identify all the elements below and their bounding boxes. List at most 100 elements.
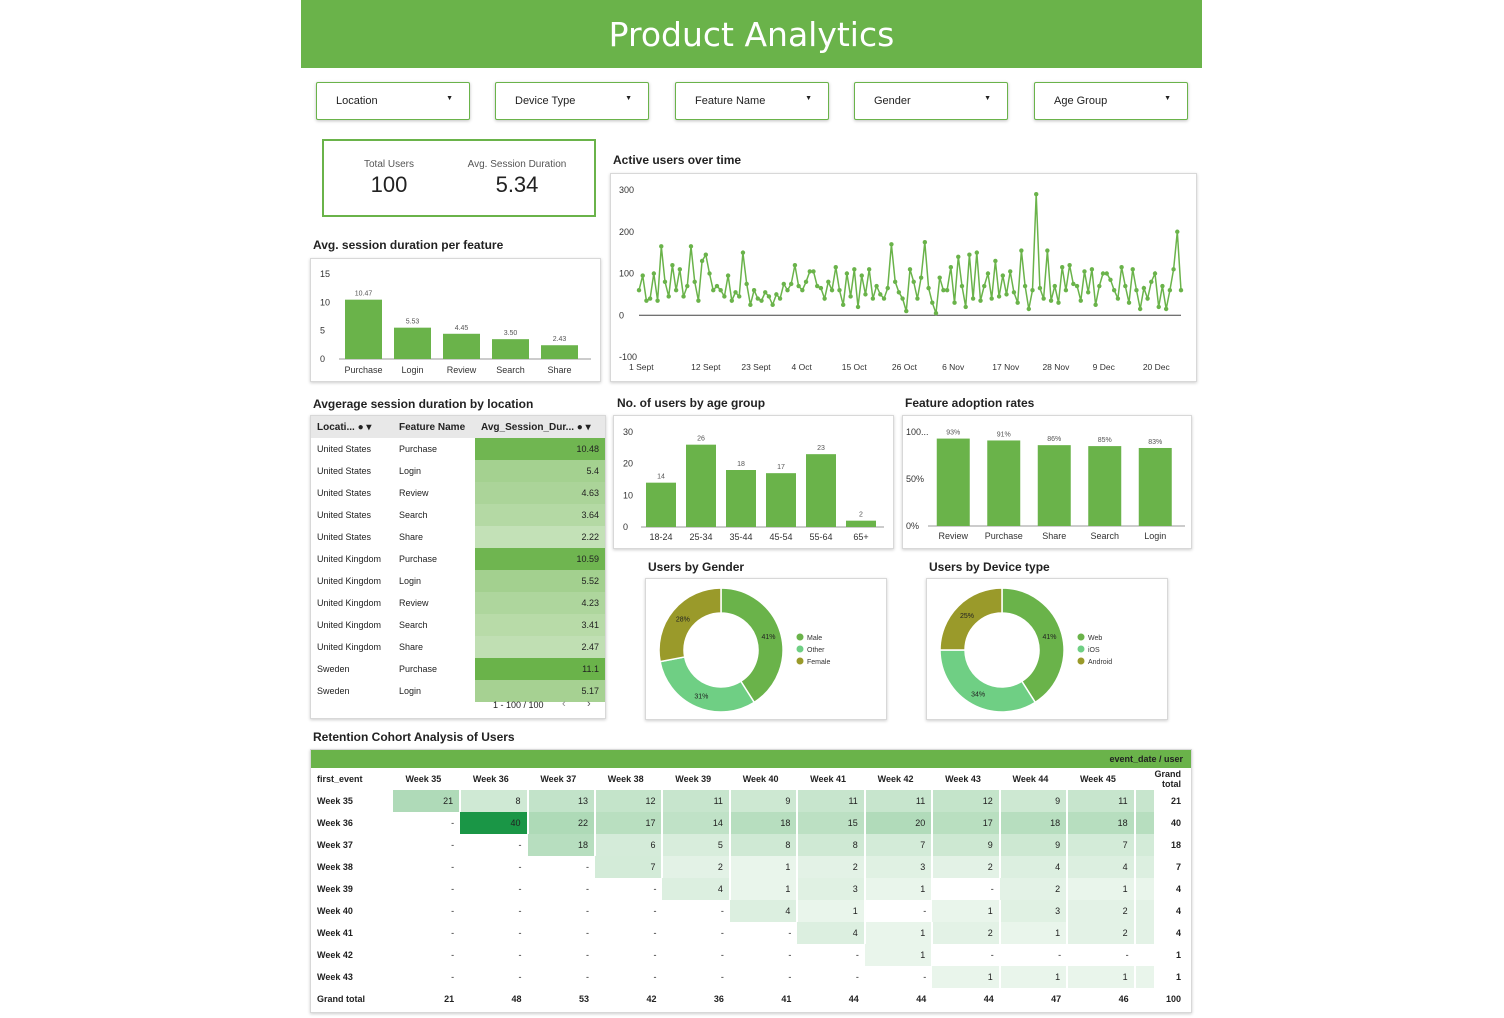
cohort-row[interactable]: Week 40- - - - -4 1-1 3 2 4 [311,900,1191,922]
data-point [833,265,838,270]
y-tick-label: -100 [619,352,637,362]
location-cell: United Kingdom [317,642,382,652]
table-row[interactable]: United Kingdom Login 5.52 [311,570,605,592]
data-point [881,296,887,301]
x-tick-label: 9 Dec [1093,362,1116,372]
cohort-row[interactable]: Week 35 21 8 13 12 11 9 11 11 12 9 11 21 [311,790,1191,812]
table-row[interactable]: United Kingdom Share 2.47 [311,636,605,658]
x-tick-label: Share [547,365,571,375]
y-tick-label: 0% [906,521,919,531]
cohort-cell: 1 [864,878,934,900]
table-title-retention: Retention Cohort Analysis of Users [313,730,515,744]
cohort-cell-overflow [1134,922,1155,944]
feature-cell: Login [399,576,422,586]
cohort-row[interactable]: Week 38- - -7 2 1 2 3 2 4 4 7 [311,856,1191,878]
data-point [777,296,783,301]
cohort-row[interactable]: Week 41- - - - - -4 1 2 1 2 4 [311,922,1191,944]
cohort-row[interactable]: Week 39- - - -4 1 3 1-2 1 4 [311,878,1191,900]
location-table: Locati... ● ▾ Feature Name Avg_Session_D… [311,416,605,702]
cohort-row[interactable]: Week 36-40 22 17 14 18 15 20 17 18 18 40 [311,812,1191,834]
cohort-cell: 1 [729,856,799,878]
column-header-avg-session[interactable]: Avg_Session_Dur... ● ▾ [475,416,605,438]
grand-total-overall: 100 [1165,994,1181,1004]
data-point [941,288,946,293]
table-row[interactable]: Sweden Login 5.17 [311,680,605,702]
table-row[interactable]: United Kingdom Review 4.23 [311,592,605,614]
data-point [818,285,824,291]
data-point [904,308,909,314]
cohort-cell: 1 [932,900,1001,922]
avg-session-cell: 10.59 [475,548,605,570]
column-header: Week 42 [877,774,914,784]
avg-session-cell: 2.22 [475,526,605,548]
cohort-row-label: Week 40 [317,906,353,916]
table-row[interactable]: United States Purchase 10.48 [311,438,605,460]
filter-device-type[interactable]: Device Type ▼ [495,82,649,120]
data-point [1137,306,1143,312]
data-point [963,304,968,310]
previous-page-icon[interactable]: ‹ [562,698,566,710]
column-header-grand-total: Grand total [1154,769,1181,789]
cohort-row[interactable]: Week 42- - - - - - -1- - -1 [311,944,1191,966]
column-header-label: Avg_Session_Dur... [481,421,574,433]
avg-session-cell: 11.1 [475,658,605,680]
data-point [751,288,757,293]
column-header-location[interactable]: Locati... ● ▾ [311,416,393,438]
data-point [1100,271,1106,276]
cohort-row[interactable]: Week 37- -18 6 5 8 8 7 9 9 7 18 [311,834,1191,856]
cohort-cell: 2 [932,922,1001,944]
table-row[interactable]: United States Review 4.63 [311,482,605,504]
data-point [811,269,816,274]
legend-label: Android [1088,659,1112,666]
cohort-row[interactable]: Week 43- - - - - - - -1 1 1 1 [311,966,1191,988]
table-row[interactable]: United States Share 2.22 [311,526,605,548]
cohort-row-label: Week 38 [317,862,353,872]
data-point [647,296,653,301]
next-page-icon[interactable]: › [587,698,591,710]
filter-location[interactable]: Location ▼ [316,82,470,120]
chart-users-by-gender: 41% 31% 28% Male Other Female [645,578,887,720]
column-header-feature[interactable]: Feature Name [399,421,466,433]
bar [646,482,676,527]
column-header-label: Locati... [317,421,355,433]
kpi-total-users-label: Total Users [363,159,414,170]
column-header: Week 37 [540,774,577,784]
feature-cell: Login [399,686,422,696]
data-point [863,292,868,297]
x-tick-label: Search [496,365,525,375]
legend-marker [796,645,804,653]
bar [846,520,876,527]
data-point [755,296,760,301]
cohort-cell: 40 [460,812,529,834]
feature-cell: Purchase [399,554,438,564]
cohort-cell: 6 [595,834,664,856]
data-point [1060,265,1065,270]
data-point [837,288,842,293]
table-row[interactable]: United States Search 3.64 [311,504,605,526]
filter-gender[interactable]: Gender ▼ [854,82,1008,120]
data-point [1056,300,1061,305]
data-point [800,288,805,293]
table-row[interactable]: United Kingdom Search 3.41 [311,614,605,636]
cohort-cell: 4 [797,922,866,944]
feature-cell: Review [399,598,429,608]
cohort-cell: - [586,862,589,872]
y-tick-label: 5 [320,326,325,336]
data-point [852,267,857,272]
data-point [688,244,694,249]
data-point [1160,283,1165,289]
table-row[interactable]: Sweden Purchase 11.1 [311,658,605,680]
data-point [803,279,809,285]
data-point [952,300,957,305]
data-label: 4.45 [455,325,469,332]
table-row[interactable]: United States Login 5.4 [311,460,605,482]
filter-age-group[interactable]: Age Group ▼ [1034,82,1188,120]
column-header: Week 39 [675,774,712,784]
filter-feature-name[interactable]: Feature Name ▼ [675,82,829,120]
cohort-row-total: 18 [1170,840,1181,850]
data-point [759,298,764,303]
legend-marker [1077,645,1085,653]
cohort-cell: 1 [932,966,1001,988]
x-tick-label: 6 Nov [942,362,965,372]
table-row[interactable]: United Kingdom Purchase 10.59 [311,548,605,570]
